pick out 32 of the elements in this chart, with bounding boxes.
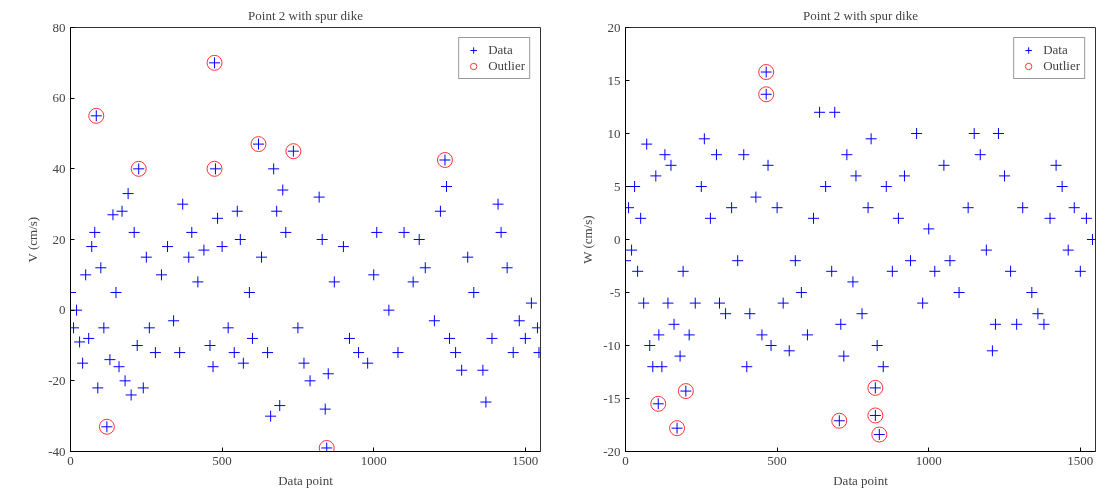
y-tick-label: 0 [59,302,66,318]
x-tick-label: 1500 [512,452,539,468]
chart-title: Point 2 with spur dike [803,7,919,23]
y-tick-label: -10 [603,337,621,353]
x-tick-label: 1000 [360,452,387,468]
x-tick-label: 500 [767,452,787,468]
y-tick-label: 5 [614,178,621,194]
y-tick-label: -5 [609,284,621,300]
y-tick-label: 40 [52,160,66,176]
legend-label: Outlier [1043,58,1080,74]
y-tick-label: 0 [614,231,621,247]
y-tick-label: -20 [603,443,621,459]
y-tick-label: 20 [607,19,621,35]
legend-label: Data [488,42,513,58]
y-tick-label: -40 [48,443,66,459]
chart-title: Point 2 with spur dike [248,7,364,23]
y-tick-label: -20 [48,372,66,388]
y-tick-label: -15 [603,390,621,406]
x-tick-label: 500 [212,452,232,468]
legend-label: Outlier [488,58,525,74]
y-axis-title: V (cm/s) [25,216,41,263]
x-tick-label: 1500 [1067,452,1094,468]
x-tick-label: 1000 [915,452,942,468]
y-tick-label: 60 [52,90,66,106]
y-axis-title: W (cm/s) [580,215,596,264]
y-tick-label: 15 [607,72,621,88]
y-tick-label: 80 [52,19,66,35]
x-axis-title: Data point [278,472,334,488]
y-tick-label: 20 [52,231,66,247]
y-tick-label: 10 [607,125,621,141]
x-axis-title: Data point [833,472,889,488]
legend-label: Data [1043,42,1068,58]
